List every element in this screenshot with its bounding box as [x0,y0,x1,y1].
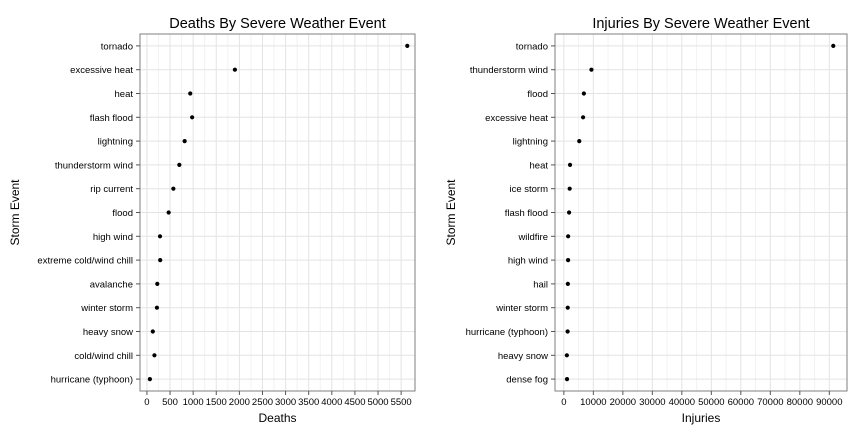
data-point [150,329,155,334]
data-point [831,43,836,49]
y-tick-label: heat [530,160,549,171]
x-tick-label: 4500 [344,397,365,408]
chart-1: Deaths By Severe Weather Event tornado exc… [8,16,416,425]
y-tick-label: heavy snow [498,351,548,362]
chart-2: Injuries By Severe Weather Event tornado t… [444,16,848,425]
y-tick-label: cold/wind chill [74,351,133,362]
chart-1-y-axis-title: Storm Event [8,179,22,246]
data-point [564,377,570,382]
chart-1-title: Deaths By Severe Weather Event [169,16,386,32]
y-tick-label: flash flood [505,208,548,219]
x-tick-label: 90000 [816,397,842,408]
data-point [171,186,176,191]
x-tick-label: 0 [561,397,566,408]
chart-2-title: Injuries By Severe Weather Event [592,16,809,32]
data-point [147,377,152,382]
data-point [565,329,570,334]
y-tick-label: thunderstorm wind [55,160,133,171]
y-tick-label: flood [527,89,548,100]
x-tick-label: 4000 [321,397,342,408]
data-point [565,281,570,286]
y-tick-label: rip current [90,184,133,195]
x-tick-label: 50000 [698,397,724,408]
y-tick-label: tornado [101,41,133,52]
data-point [152,353,157,358]
y-tick-label: lightning [513,137,548,148]
y-tick-label: hurricane (typhoon) [51,375,133,386]
x-tick-label: 1500 [206,397,227,408]
y-tick-label: hurricane (typhoon) [466,327,548,338]
y-tick-label: ice storm [509,184,548,195]
data-point [405,43,410,49]
data-point [154,305,160,310]
data-point [581,91,586,96]
data-point [566,234,571,239]
chart-2-y-axis-title: Storm Event [444,179,458,246]
y-tick-label: flood [112,208,133,219]
y-tick-label: hail [533,279,548,290]
data-point [232,67,237,72]
x-tick-label: 500 [162,397,178,408]
x-tick-label: 3000 [275,397,296,408]
y-tick-label: high wind [93,232,133,243]
data-point [567,162,573,167]
y-tick-label: lightning [98,137,133,148]
x-tick-label: 80000 [787,397,813,408]
y-tick-label: winter storm [80,303,133,314]
chart-2-x-axis-title: Injuries [682,411,721,425]
x-tick-label: 10000 [580,397,606,408]
data-point [155,281,160,286]
x-tick-label: 60000 [728,397,754,408]
x-tick-label: 20000 [610,397,636,408]
x-tick-label: 5500 [391,397,412,408]
y-tick-label: heat [115,89,134,100]
data-point [589,67,594,72]
data-point [565,305,570,310]
data-point [577,139,582,144]
y-tick-label: flash flood [90,113,133,124]
y-tick-label: dense fog [506,375,548,386]
y-tick-label: winter storm [495,303,548,314]
x-tick-label: 30000 [639,397,665,408]
data-point [157,234,163,239]
data-point [190,115,195,120]
x-tick-label: 40000 [669,397,695,408]
y-tick-label: excessive heat [485,113,548,124]
y-tick-label: avalanche [90,279,133,290]
data-point [177,162,182,167]
x-tick-label: 5000 [367,397,388,408]
data-point [566,210,572,215]
y-tick-label: extreme cold/wind chill [37,256,133,267]
x-tick-label: 3500 [298,397,319,408]
x-tick-label: 2500 [252,397,273,408]
y-tick-label: heavy snow [83,327,133,338]
y-tick-label: high wind [508,256,548,267]
y-tick-label: tornado [516,41,548,52]
chart-1-x-axis-title: Deaths [258,411,296,425]
data-point [580,115,586,120]
data-point [158,258,163,263]
x-tick-label: 2000 [229,397,250,408]
data-point [182,139,187,144]
x-tick-label: 0 [144,397,149,408]
data-point [564,353,569,358]
y-tick-label: excessive heat [70,65,133,76]
data-point [567,186,572,191]
x-tick-label: 1000 [183,397,204,408]
data-point [188,91,193,96]
data-point [166,210,171,215]
y-tick-label: thunderstorm wind [470,65,548,76]
data-point [565,258,571,263]
x-tick-label: 70000 [757,397,783,408]
y-tick-label: wildfire [517,232,548,243]
